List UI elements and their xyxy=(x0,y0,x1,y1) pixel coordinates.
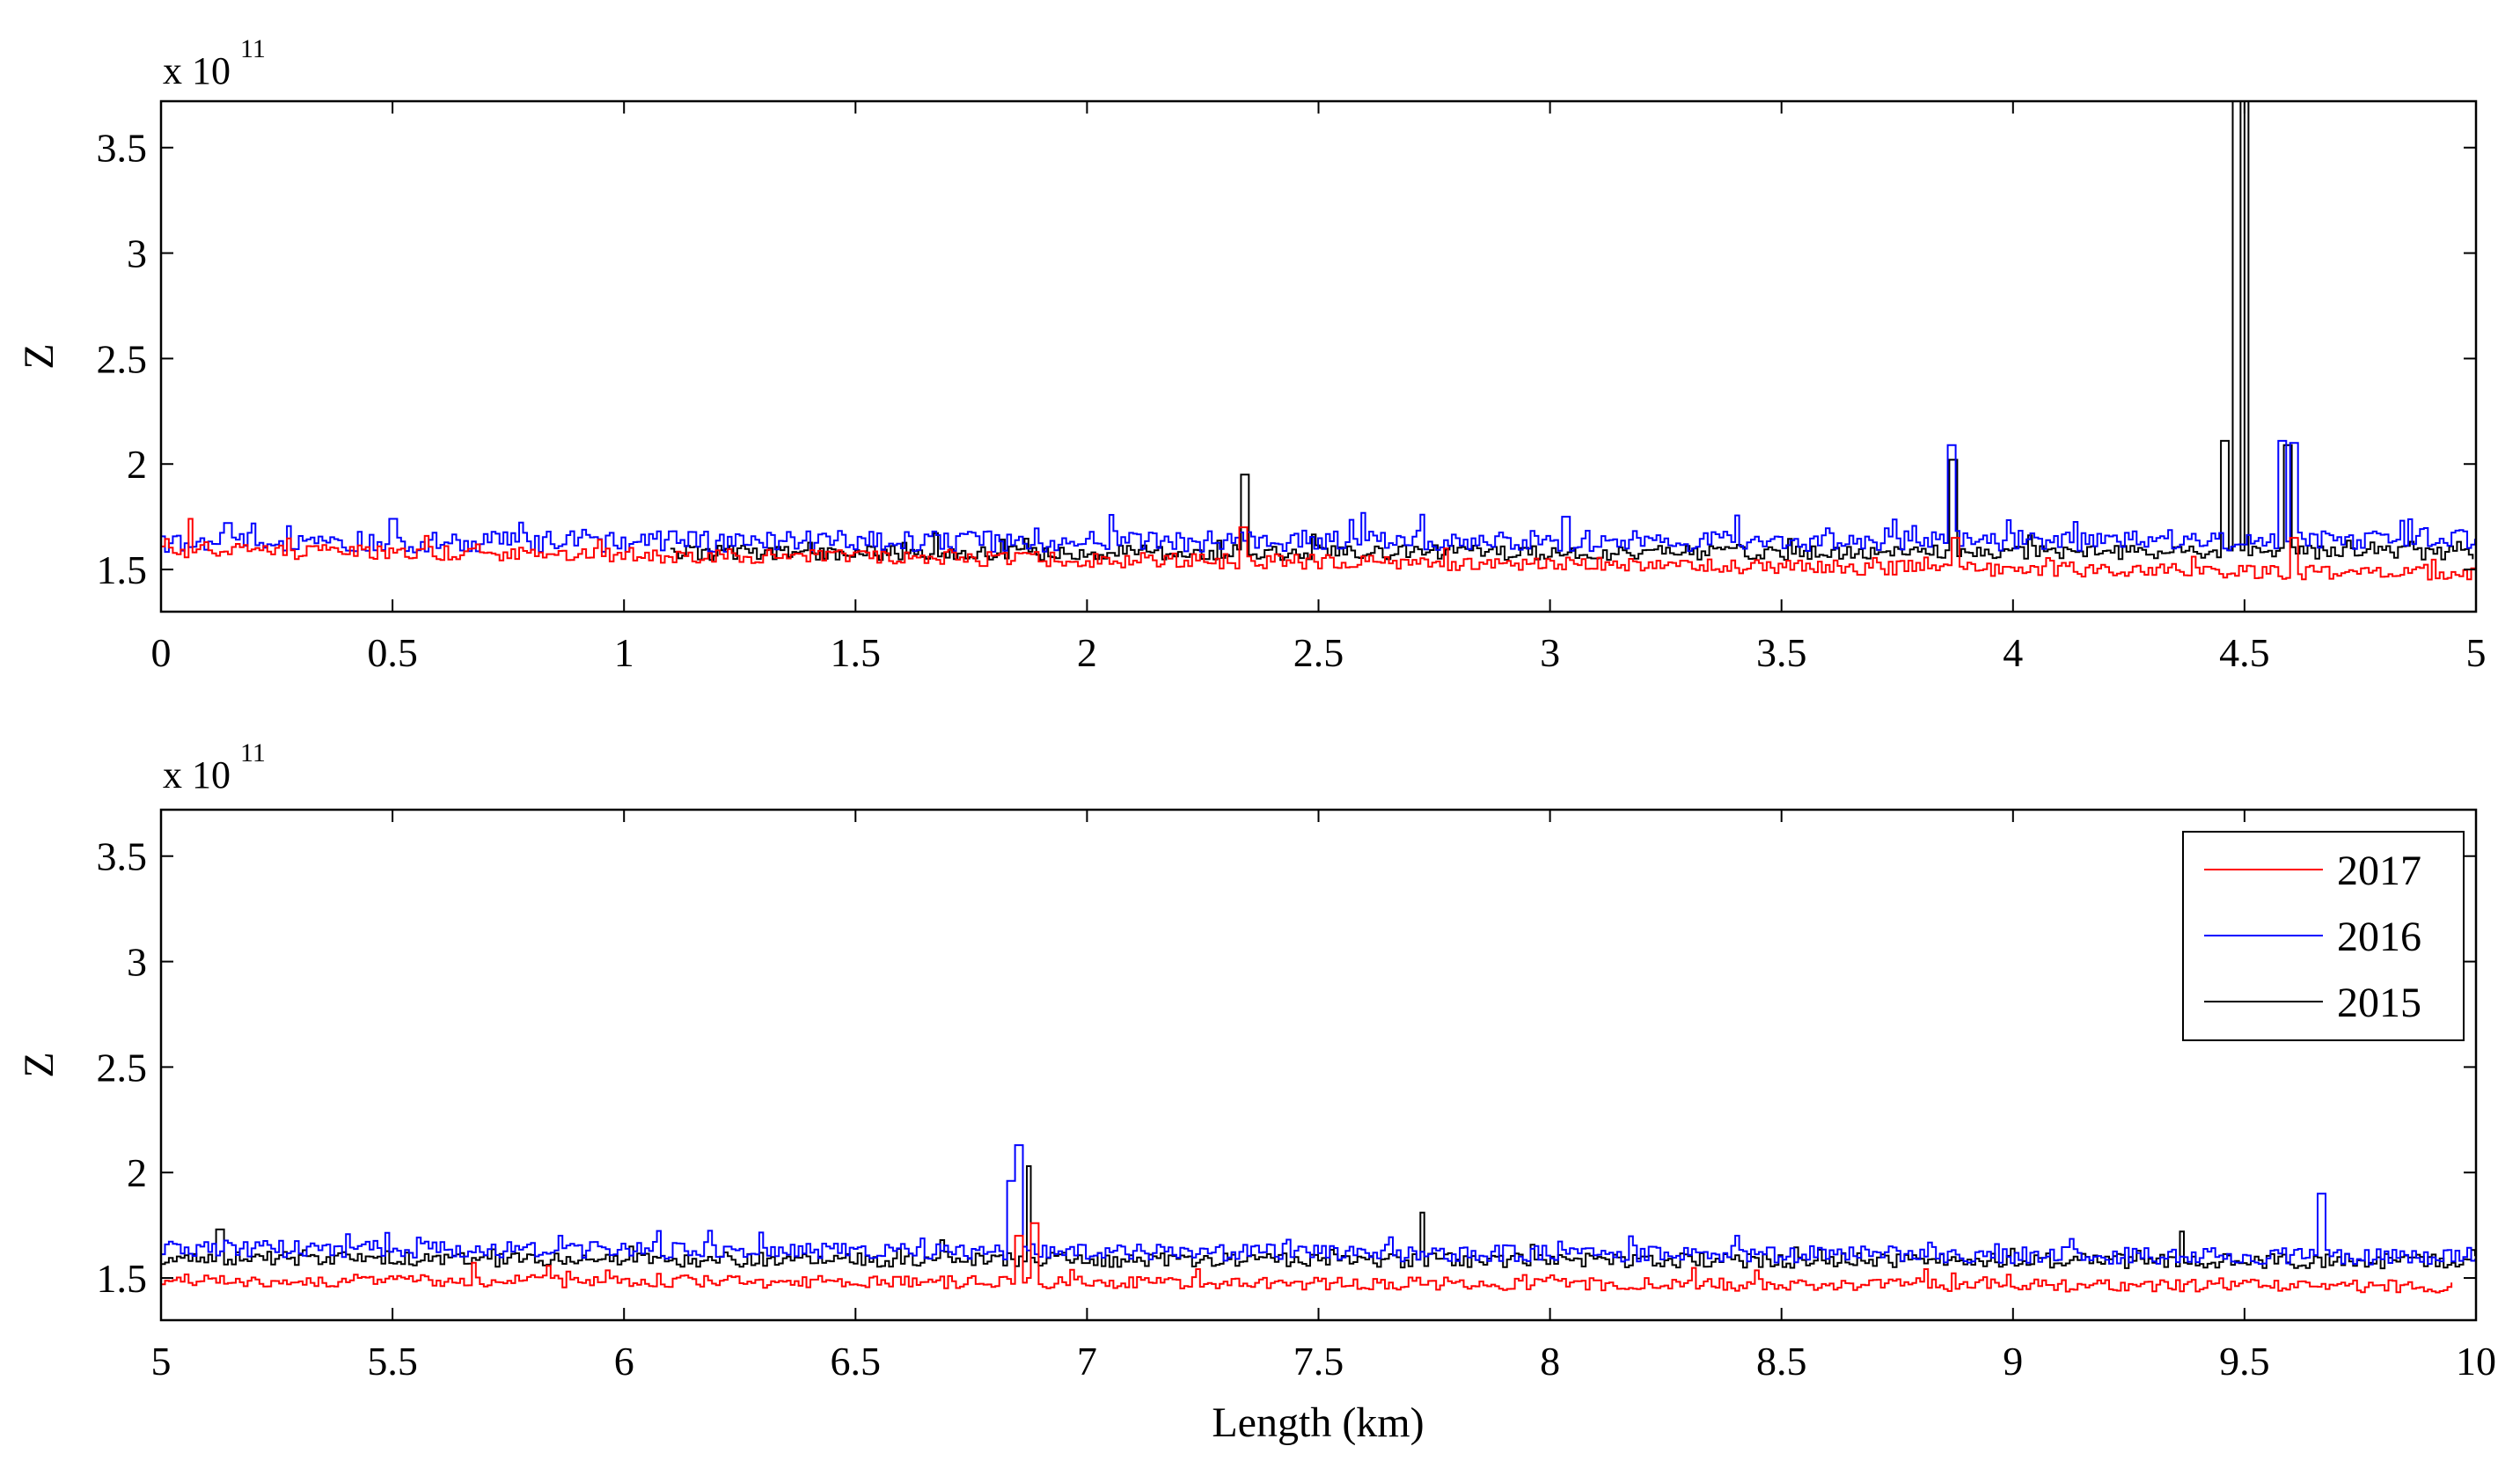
plot-frame-top xyxy=(159,99,2478,613)
x-tick-label-bottom-9: 9.5 xyxy=(2219,1339,2270,1384)
exponent-label-bottom: x 10 11 xyxy=(163,738,266,797)
legend: 2017 2016 2015 xyxy=(2182,831,2465,1041)
x-tick-label-bottom-5: 7.5 xyxy=(1293,1339,1344,1384)
x-tick-label-bottom-1: 5.5 xyxy=(367,1339,418,1384)
x-axis-label-bottom: Length (km) xyxy=(1212,1399,1424,1446)
chart-panel-bottom: x 10 11 Z 5 5.5 6 6.5 7 7.5 8 8.5 9 9.5 10 1.5 2 2.5 3… xyxy=(16,738,2496,1446)
y-tick-label-bottom-4: 3.5 xyxy=(97,834,148,879)
y-axis-label-bottom: Z xyxy=(16,1052,62,1077)
x-tick-label-top-9: 4.5 xyxy=(2219,630,2270,675)
exponent-power-bottom: 11 xyxy=(240,738,266,767)
exponent-power-top: 11 xyxy=(240,34,266,63)
x-tick-label-top-8: 4 xyxy=(2003,630,2023,675)
x-tick-label-top-6: 3 xyxy=(1540,630,1560,675)
y-tick-label-top-1: 2 xyxy=(127,442,147,487)
chart-panel-top: x 10 11 Z 0 0.5 1 1.5 2 2.5 3 3.5 4 4.5 5 1.5 2 2.5 3 3… xyxy=(16,34,2487,675)
x-tick-label-top-2: 1 xyxy=(614,630,634,675)
x-tick-label-top-3: 1.5 xyxy=(831,630,882,675)
x-tick-label-bottom-7: 8.5 xyxy=(1756,1339,1807,1384)
y-tick-label-bottom-2: 2.5 xyxy=(97,1045,148,1090)
y-tick-label-bottom-3: 3 xyxy=(127,940,147,985)
x-tick-label-top-10: 5 xyxy=(2466,630,2487,675)
x-tick-label-top-1: 0.5 xyxy=(367,630,418,675)
x-tick-label-top-4: 2 xyxy=(1077,630,1097,675)
y-axis-label-top: Z xyxy=(16,343,62,369)
series-line-2016-top xyxy=(161,439,2476,554)
series-line-2015-bottom xyxy=(161,1165,2476,1270)
x-tick-label-bottom-0: 5 xyxy=(151,1339,172,1384)
legend-label-2016: 2016 xyxy=(2337,914,2421,960)
y-tick-label-top-2: 2.5 xyxy=(97,336,148,381)
exponent-base-bottom: x 10 xyxy=(163,753,231,797)
y-tick-label-top-3: 3 xyxy=(127,231,147,276)
x-tick-label-bottom-10: 10 xyxy=(2456,1339,2496,1384)
ticks-layer-top: 0 0.5 1 1.5 2 2.5 3 3.5 4 4.5 5 1.5 2 2.5 3 3.5 xyxy=(97,101,2487,675)
series-line-2016-bottom xyxy=(161,1144,2476,1266)
exponent-label-top: x 10 11 xyxy=(163,34,266,92)
x-tick-label-bottom-4: 7 xyxy=(1077,1339,1097,1384)
series-layer-bottom xyxy=(161,1144,2476,1294)
y-tick-label-top-0: 1.5 xyxy=(97,547,148,592)
series-layer-top xyxy=(161,101,2476,581)
legend-label-2017: 2017 xyxy=(2337,848,2421,894)
ticks-layer-bottom: 5 5.5 6 6.5 7 7.5 8 8.5 9 9.5 10 1.5 2 2.5 3 3.5 xyxy=(97,810,2496,1384)
y-tick-label-top-4: 3.5 xyxy=(97,126,148,171)
y-tick-label-bottom-1: 2 xyxy=(127,1150,147,1195)
legend-label-2015: 2015 xyxy=(2337,980,2421,1026)
x-tick-label-top-0: 0 xyxy=(151,630,172,675)
exponent-base-top: x 10 xyxy=(163,49,231,92)
x-tick-label-bottom-2: 6 xyxy=(614,1339,634,1384)
x-tick-label-bottom-3: 6.5 xyxy=(831,1339,882,1384)
plot-frame-bottom xyxy=(159,808,2478,1322)
x-tick-label-bottom-8: 9 xyxy=(2003,1339,2023,1384)
series-line-2017-top xyxy=(161,518,2476,581)
x-tick-label-top-7: 3.5 xyxy=(1756,630,1807,675)
series-line-2017-bottom xyxy=(161,1222,2453,1294)
series-line-2015-top xyxy=(670,101,2474,562)
y-tick-label-bottom-0: 1.5 xyxy=(97,1256,148,1301)
x-tick-label-top-5: 2.5 xyxy=(1293,630,1344,675)
x-tick-label-bottom-6: 8 xyxy=(1540,1339,1560,1384)
